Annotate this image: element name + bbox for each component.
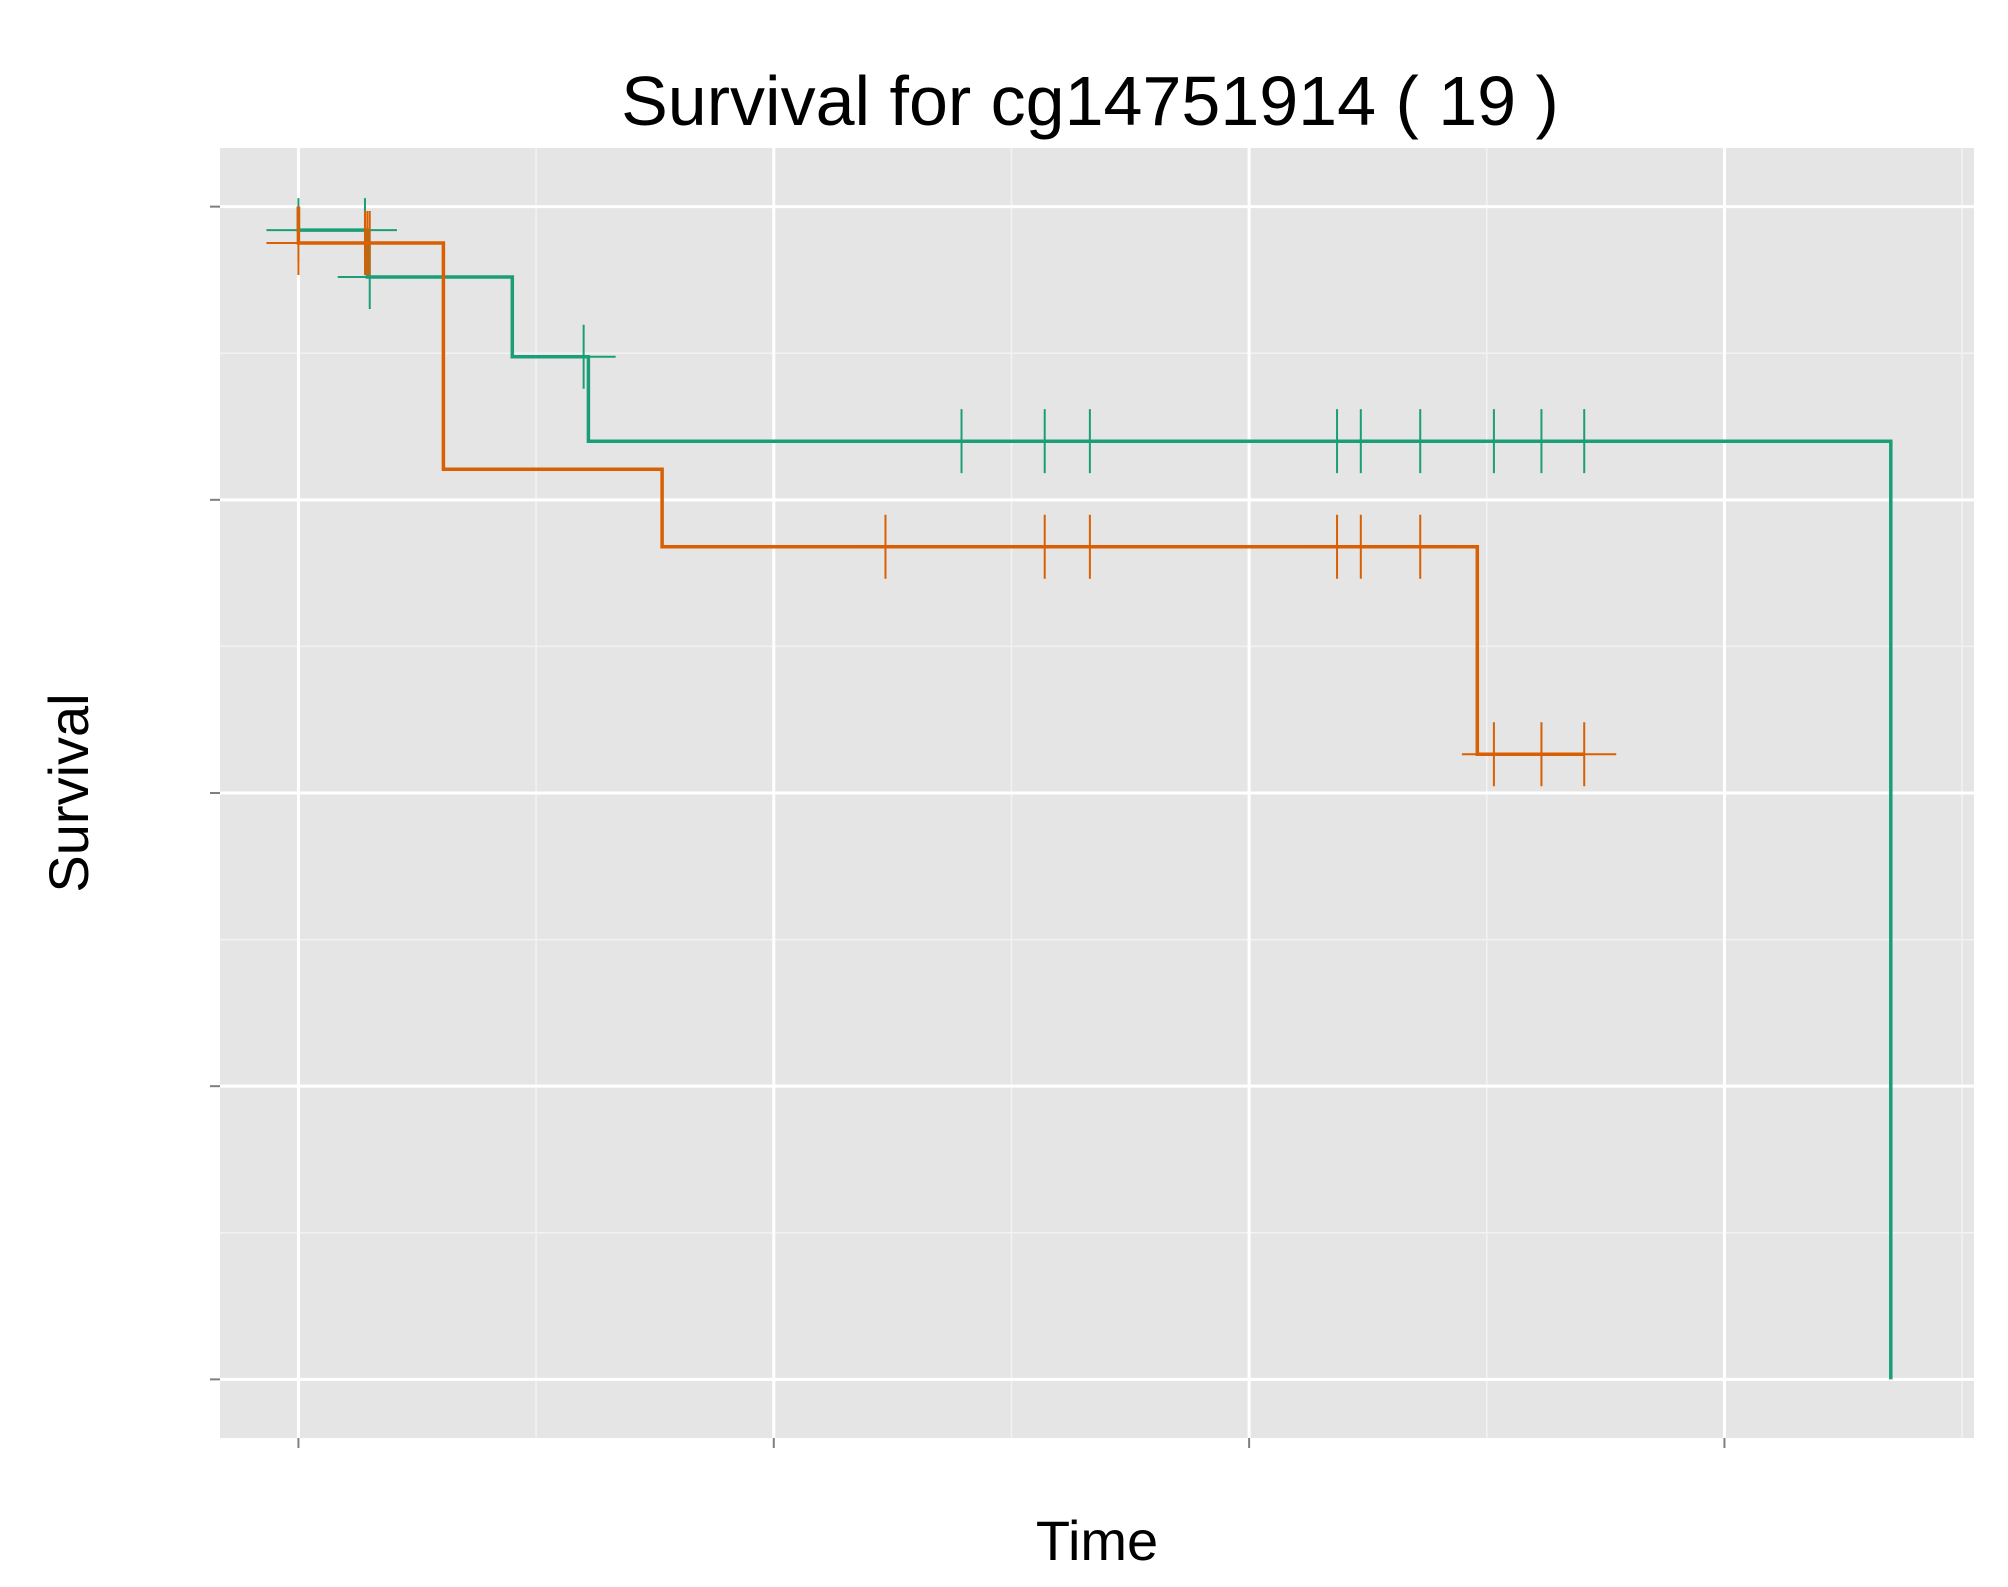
- survival-curve-2: [266, 206, 1617, 787]
- y-axis-title: Survival: [37, 693, 100, 892]
- survival-step-line: [296, 206, 1893, 1380]
- x-axis-title: Time: [1036, 1509, 1158, 1572]
- survival-curves: [266, 198, 1893, 1380]
- axis-ticks: [210, 205, 1726, 1448]
- chart-title: Survival for cg14751914 ( 19 ): [621, 62, 1559, 140]
